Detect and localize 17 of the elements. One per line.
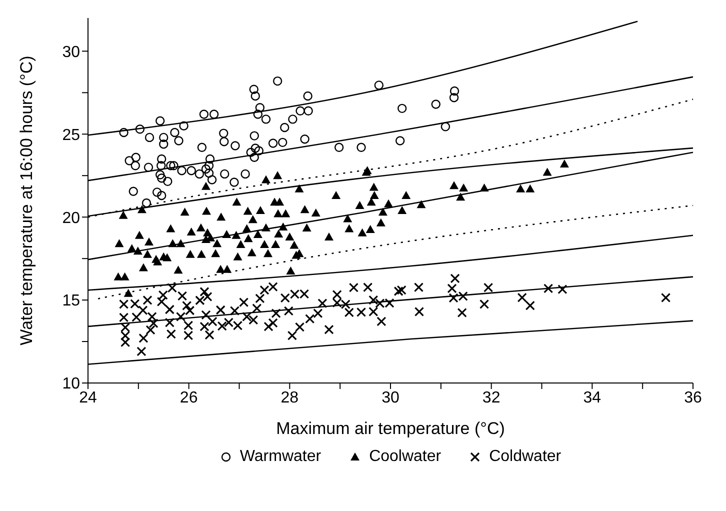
x-tick-label: 34 (583, 389, 602, 406)
y-tick-label: 30 (62, 44, 80, 61)
x-tick-label: 28 (280, 389, 299, 406)
y-tick-label: 25 (62, 126, 80, 144)
legend-label: Coldwater (489, 448, 562, 466)
x-tick-label: 30 (382, 389, 400, 406)
x-axis-title: Maximum air temperature (°C) (276, 419, 505, 438)
y-tick-label: 20 (62, 210, 80, 227)
x-tick-label: 32 (482, 389, 500, 406)
x-tick-label: 36 (684, 389, 702, 406)
y-tick-label: 10 (62, 376, 80, 393)
x-tick-label: 24 (79, 389, 97, 406)
x-tick-label: 26 (180, 389, 198, 406)
y-axis-title: Water temperature at 16:00 hours (°C) (17, 56, 36, 346)
legend-label: Warmwater (240, 448, 322, 466)
legend-label: Coolwater (369, 448, 442, 466)
y-tick-label: 15 (62, 292, 80, 310)
